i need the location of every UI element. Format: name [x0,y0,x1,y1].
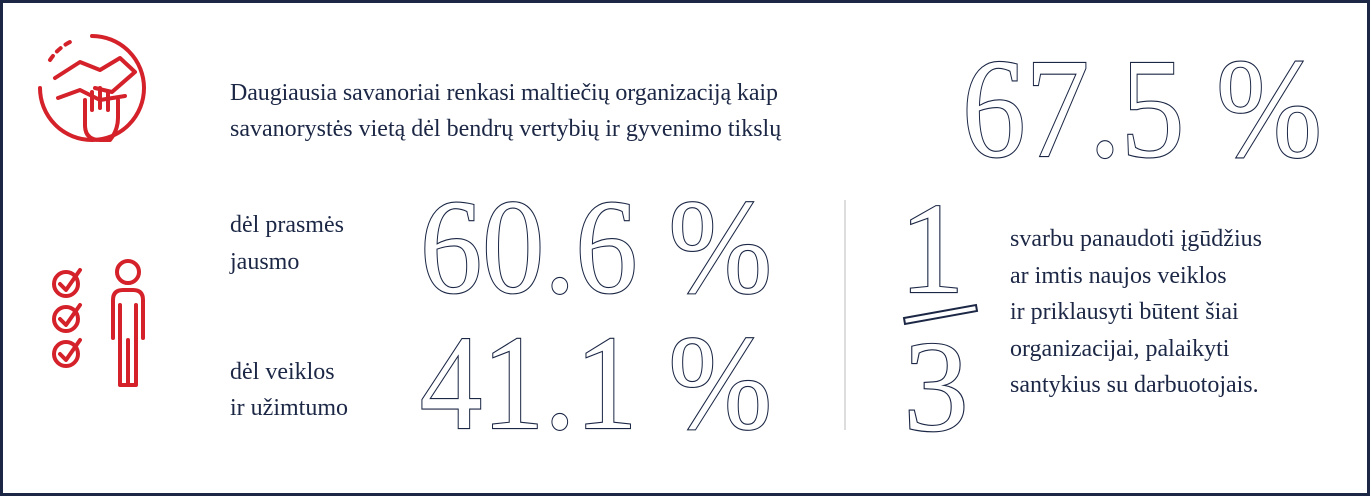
fraction-numerator: 1 [900,177,965,321]
stat-value: 41.1 % [420,309,772,458]
fraction-text: ar imtis naujos veiklos [1010,263,1227,289]
fraction-text: santykius su darbuotojais. [1010,372,1259,398]
stat-label: jausmo [229,249,299,275]
checklist-person-icon [52,259,145,387]
fraction-text: ir priklausyti būtent šiai [1010,299,1239,325]
fraction-bar [902,303,979,326]
fraction-text: organizacijai, palaikyti [1010,336,1230,362]
hands-icon [38,34,146,142]
fraction-text: svarbu panaudoti įgūdžius [1010,226,1262,252]
fraction-denominator: 3 [904,315,969,459]
header-text: savanorystės vietą dėl bendrų vertybių i… [230,116,782,142]
stat-label: dėl veiklos [230,359,335,385]
header-stat: 67.5 % [962,29,1322,187]
stat-label: ir užimtumo [230,395,348,421]
stat-label: dėl prasmės [230,212,344,238]
header-text: Daugiausia savanoriai renkasi maltiečių … [230,80,778,106]
stat-value: 60.6 % [420,173,772,322]
